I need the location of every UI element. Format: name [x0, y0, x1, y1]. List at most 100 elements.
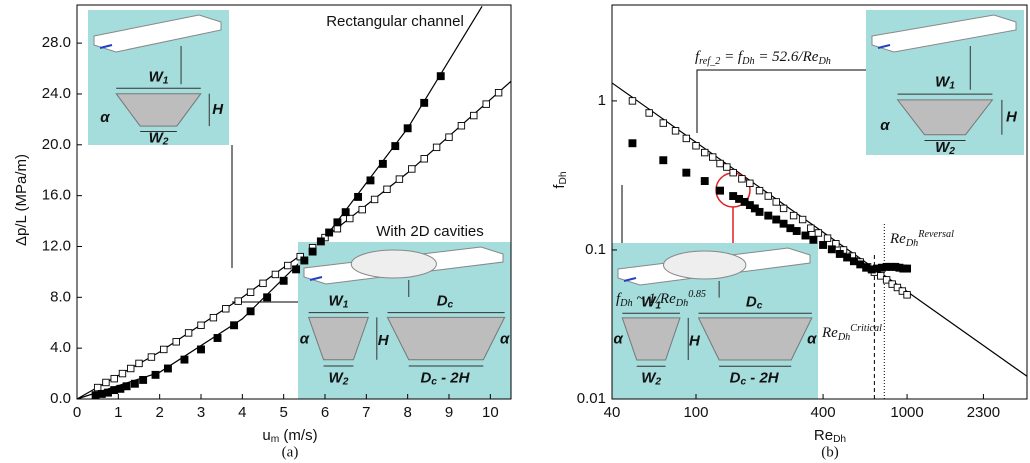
data-point — [789, 211, 798, 220]
inset-label: α — [500, 330, 510, 347]
inset-label-part: α — [500, 330, 510, 347]
x-tick-label: 0 — [73, 404, 81, 421]
data-point — [628, 139, 637, 148]
series-label: Rectangular channel — [326, 13, 464, 30]
inset-label-part: W — [329, 293, 345, 310]
data-point — [300, 256, 309, 265]
data-point — [284, 261, 292, 270]
inset-label: α — [880, 117, 890, 134]
inset-label-part: c — [431, 377, 437, 388]
x-tick-label: 40 — [604, 404, 621, 421]
y-tick-label: 24.0 — [42, 85, 71, 102]
inset-label-part: 2 — [654, 377, 661, 388]
x-axis-title-part: Re — [814, 427, 833, 444]
data-point — [391, 142, 400, 151]
data-point — [209, 313, 218, 322]
data-point — [420, 98, 429, 107]
data-point — [843, 253, 852, 262]
plot-frame — [611, 4, 1028, 400]
inset-label: H — [1006, 108, 1018, 125]
inset-label-part: W — [149, 68, 165, 85]
y-axis-title-part: Δp/L — [13, 215, 30, 246]
data-point — [160, 345, 168, 354]
inset-label-part: H — [1006, 108, 1018, 125]
data-point — [358, 205, 366, 214]
data-point — [151, 370, 160, 379]
y-tick-label: 12.0 — [42, 237, 71, 254]
data-point — [457, 122, 466, 130]
channel-sketch — [93, 14, 222, 53]
annotation-part: Dh — [675, 298, 688, 309]
inset-label: W2 — [641, 370, 661, 388]
data-point — [709, 153, 717, 161]
inset-label-part: D — [437, 293, 448, 310]
series-label: With 2D cavities — [376, 223, 484, 240]
inset-label-part: c — [757, 300, 763, 311]
y-tick-label: 20.0 — [42, 136, 71, 153]
x-axis-title-part: (m/s) — [279, 427, 317, 444]
data-point — [263, 293, 272, 302]
x-tick-label: 400 — [811, 404, 836, 421]
x-tick-label: 100 — [683, 404, 708, 421]
x-tick-label: 8 — [403, 404, 411, 421]
y-axis-title: fDh — [551, 171, 569, 188]
annotation: fref_2 = fDh = 52.6/ReDh — [695, 49, 831, 66]
data-point — [341, 208, 350, 217]
cross-section — [307, 316, 369, 361]
flow-marker — [877, 44, 891, 49]
inset-label-part: W — [329, 370, 345, 387]
annotation-part: Re — [889, 231, 906, 247]
x-axis-title: ReDh — [814, 427, 846, 445]
y-axis-title-part: (MPa/m) — [13, 154, 30, 216]
inset-label-part: W — [935, 139, 951, 156]
inset-label-part: 2 — [948, 146, 955, 157]
data-point — [122, 382, 131, 391]
y-tick-label: 8.0 — [50, 288, 71, 305]
plot-frame — [76, 4, 512, 400]
annotation-part: f — [695, 49, 701, 65]
y-tick-label: 0.01 — [577, 390, 606, 407]
annotation: fDh ~ 1/ReDh0.85 — [616, 289, 706, 309]
inset-label: W2 — [149, 129, 169, 147]
data-point — [827, 245, 836, 254]
inset-label: Dc - 2H — [730, 370, 780, 388]
data-point — [716, 186, 724, 195]
data-point — [271, 270, 280, 279]
x-tick-label: 2300 — [967, 404, 1000, 421]
annotation: ReDhReversal — [889, 229, 954, 249]
x-tick-label: 2 — [155, 404, 163, 421]
x-tick-label: 1 — [114, 404, 122, 421]
data-point — [436, 72, 445, 81]
data-point — [692, 142, 700, 150]
inset-label: W1 — [329, 293, 349, 311]
data-point — [814, 229, 823, 237]
annotation-part: 0.85 — [688, 289, 706, 300]
x-tick-label: 4 — [238, 404, 246, 421]
channel-sketch — [871, 14, 1017, 53]
inset-label-part: α — [614, 331, 624, 348]
data-point — [764, 211, 773, 220]
data-point — [420, 155, 428, 163]
inset-label-part: W — [149, 129, 165, 146]
x-tick-label: 5 — [279, 404, 287, 421]
annotation-part: Dh — [619, 298, 632, 309]
x-tick-label: 7 — [362, 404, 370, 421]
data-point — [494, 88, 503, 97]
data-point — [819, 241, 828, 249]
cross-section — [896, 99, 994, 136]
inset-label-part: c — [448, 300, 454, 311]
data-point — [279, 276, 288, 285]
annotation-part: f — [616, 291, 622, 307]
data-point — [659, 119, 667, 127]
x-tick-label: 10 — [482, 404, 499, 421]
data-point — [682, 134, 691, 143]
data-point — [903, 264, 912, 273]
data-point — [135, 359, 143, 368]
data-point — [130, 379, 139, 388]
annotation-part: = 52.6/Re — [755, 49, 819, 65]
data-point — [316, 237, 325, 246]
data-point — [772, 215, 781, 224]
data-point — [470, 111, 478, 120]
x-tick-label: 3 — [197, 404, 205, 421]
